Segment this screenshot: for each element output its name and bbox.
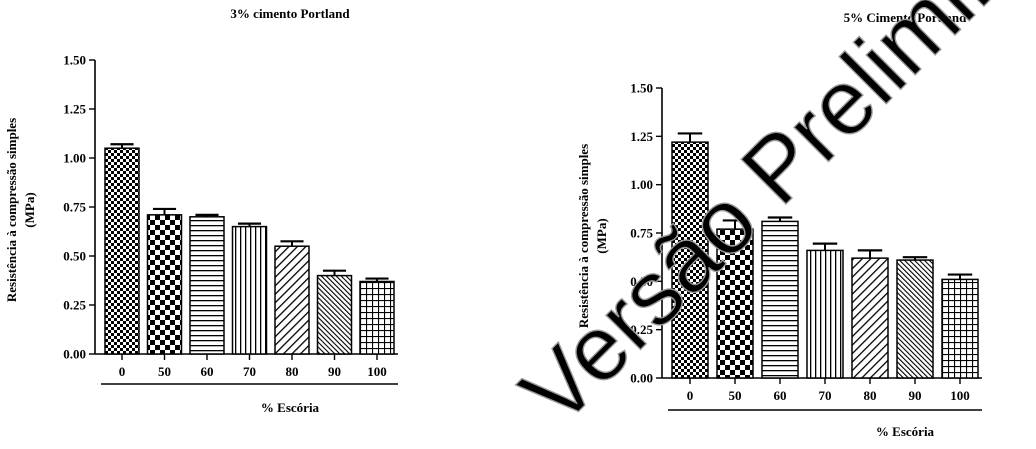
y-tick-label: 0.75 [630, 226, 653, 241]
y-tick-label: 1.50 [630, 81, 653, 96]
x-tick-label: 0 [119, 364, 126, 379]
y-tick-label: 0.00 [63, 347, 86, 362]
y-tick-label: 0.25 [63, 298, 86, 313]
y-tick-label: 0.25 [630, 322, 653, 337]
chart-title: 5% Cimento Portland [844, 10, 968, 25]
y-tick-label: 1.00 [630, 177, 653, 192]
bar [231, 225, 268, 355]
bar [941, 278, 979, 379]
x-tick-label: 70 [819, 388, 832, 403]
x-axis-label: % Escória [876, 424, 935, 439]
y-tick-label: 1.25 [630, 129, 653, 144]
y-tick-label: 0.50 [630, 274, 653, 289]
bar [104, 147, 140, 355]
y-axis-label: Resistência à compressão simples [576, 144, 591, 328]
y-tick-label: 1.50 [63, 53, 86, 68]
bar [806, 249, 844, 379]
bar [761, 220, 799, 379]
chart-2: 5% Cimento Portland 0.00 0.25 0.50 0.75 1.00 1… [576, 10, 982, 439]
bar [359, 280, 395, 355]
x-tick-label: 100 [367, 364, 387, 379]
x-axis-label: % Escória [261, 400, 320, 415]
x-tick-label: 100 [950, 388, 970, 403]
y-tick-label: 0.50 [63, 249, 86, 264]
bar [274, 245, 310, 355]
y-tick-label: 0.75 [63, 200, 86, 215]
bar [146, 214, 183, 355]
bar [189, 216, 225, 355]
x-tick-label: 0 [687, 388, 694, 403]
chart-title: 3% cimento Portland [230, 6, 350, 21]
chart-1: 3% cimento Portland 0.00 0.25 0.50 0.75 1.00 1… [4, 6, 398, 415]
y-axis-label-unit: (MPa) [594, 218, 609, 253]
bar [896, 259, 934, 379]
y-axis-label: Resistência à compressão simples [4, 118, 19, 302]
y-axis-label-unit: (MPa) [22, 192, 37, 227]
x-tick-label: 90 [909, 388, 922, 403]
bar [851, 257, 889, 379]
x-tick-label: 90 [328, 364, 341, 379]
x-tick-label: 70 [243, 364, 256, 379]
x-tick-label: 80 [286, 364, 299, 379]
y-tick-label: 1.00 [63, 151, 86, 166]
x-tick-label: 60 [774, 388, 787, 403]
y-tick-label: 1.25 [63, 102, 86, 117]
y-tick-label: 0.00 [630, 371, 653, 386]
x-tick-label: 50 [729, 388, 742, 403]
bar [316, 274, 353, 355]
x-tick-label: 80 [864, 388, 877, 403]
x-tick-label: 60 [201, 364, 214, 379]
x-tick-label: 50 [158, 364, 171, 379]
